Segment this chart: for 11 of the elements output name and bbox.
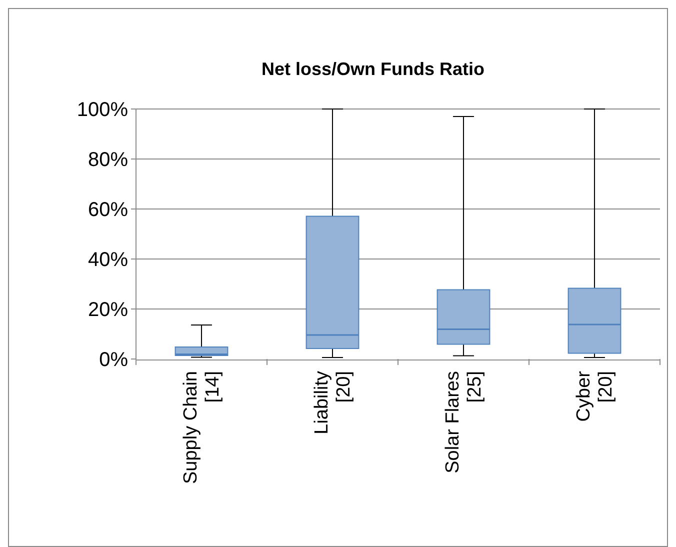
x-tick-label: Solar Flares [25] [442, 371, 486, 474]
y-tick-label: 60% [88, 199, 128, 221]
y-tick-label: 0% [99, 349, 128, 371]
y-tick-label: 100% [76, 99, 128, 121]
y-tick-label: 40% [88, 249, 128, 271]
y-tick-label: 20% [88, 299, 128, 321]
chart-title: Net loss/Own Funds Ratio [261, 59, 485, 79]
x-tick-label: Cyber [20] [574, 370, 616, 422]
y-tick-label: 80% [88, 149, 128, 171]
x-tick-label: Liability [20] [312, 370, 354, 434]
x-tick-label: Supply Chain [14] [180, 371, 224, 484]
